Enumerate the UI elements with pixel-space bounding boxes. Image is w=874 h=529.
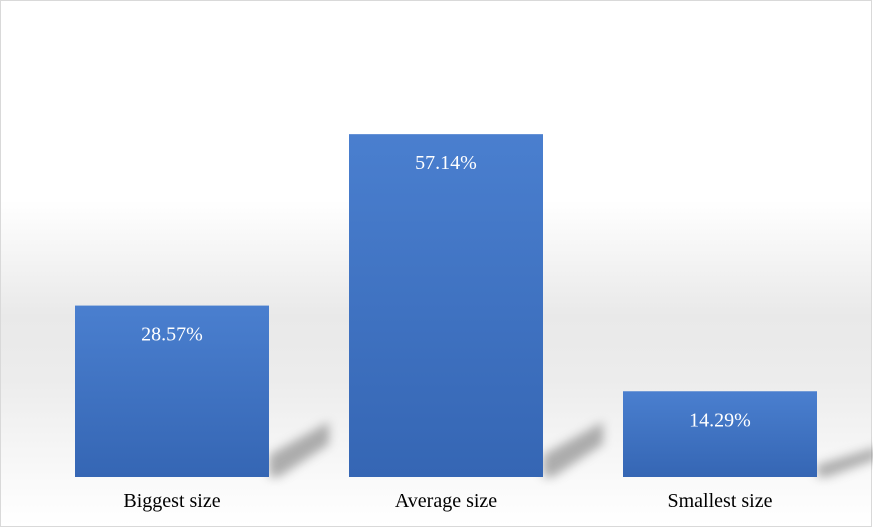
category-label-biggest: Biggest size xyxy=(123,490,220,512)
bar-shadow-biggest xyxy=(269,422,329,477)
bar-average xyxy=(349,134,543,477)
data-label-biggest: 28.57% xyxy=(141,324,203,346)
bar-smallest xyxy=(623,391,817,477)
bar-shadow-smallest xyxy=(817,448,873,477)
bar-shadow-average xyxy=(543,422,603,477)
bar-biggest xyxy=(75,305,269,477)
bars xyxy=(75,134,817,477)
data-label-average: 57.14% xyxy=(415,152,477,174)
category-label-smallest: Smallest size xyxy=(668,490,773,512)
bar-shadows xyxy=(269,422,873,477)
data-labels: 28.57% 57.14% 14.29% xyxy=(141,152,751,431)
category-label-average: Average size xyxy=(395,490,497,512)
data-label-smallest: 14.29% xyxy=(689,409,751,431)
category-labels: Biggest size Average size Smallest size xyxy=(123,490,772,512)
